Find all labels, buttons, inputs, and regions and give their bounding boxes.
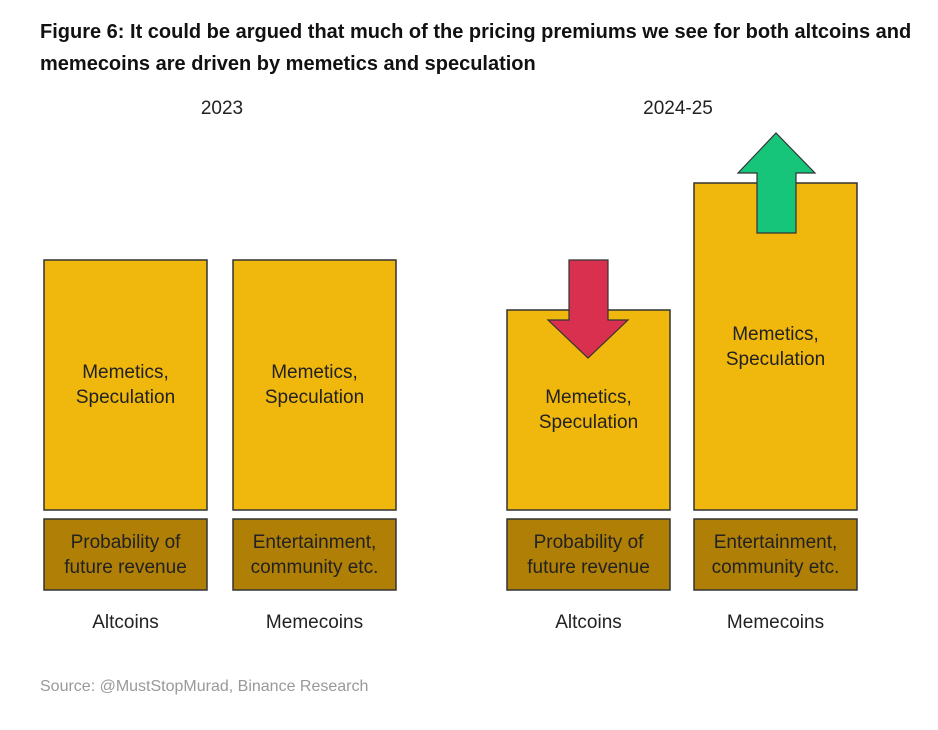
column-name: Memecoins <box>266 612 363 633</box>
box-label: Memetics, <box>732 324 819 345</box>
speculation-box <box>43 259 208 511</box>
column-name: Altcoins <box>555 612 622 633</box>
box-label: Probability of <box>71 532 182 553</box>
box-label: Memetics, <box>545 387 632 408</box>
box-label: Speculation <box>539 412 638 433</box>
figure-title: Figure 6: It could be argued that much o… <box>40 21 912 75</box>
source: Source: @MustStopMurad, Binance Research <box>40 678 369 695</box>
box-label: Speculation <box>726 349 825 370</box>
box-label: Memetics, <box>271 362 358 383</box>
box-label: Speculation <box>76 387 175 408</box>
box-label: Entertainment, <box>253 532 377 553</box>
column-name: Memecoins <box>727 612 824 633</box>
box-label: future revenue <box>64 557 187 578</box>
fundamental-box <box>232 518 397 591</box>
fundamental-box <box>693 518 858 591</box>
box-label: Speculation <box>265 387 364 408</box>
box-label: community etc. <box>251 557 379 578</box>
column-name: Altcoins <box>92 612 159 633</box>
speculation-box <box>693 182 858 511</box>
box-label: Entertainment, <box>714 532 838 553</box>
box-label: Memetics, <box>82 362 169 383</box>
up-arrow <box>736 132 817 234</box>
fundamental-box <box>506 518 671 591</box>
box-label: community etc. <box>712 557 840 578</box>
panel-label: 2023 <box>201 98 243 119</box>
diagram: 2023 2024-25 Memetics, Speculation Probabi… <box>43 98 858 633</box>
panel-label: 2024-25 <box>643 98 713 119</box>
down-arrow <box>546 259 630 359</box>
speculation-box <box>232 259 397 511</box>
fundamental-box <box>43 518 208 591</box>
box-label: future revenue <box>527 557 650 578</box>
columns: Memetics, Speculation Probability of future… <box>43 182 858 633</box>
box-label: Probability of <box>534 532 645 553</box>
